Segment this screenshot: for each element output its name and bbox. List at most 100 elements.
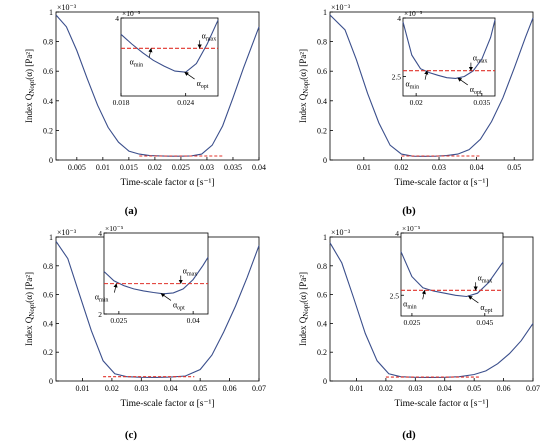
annotation-symbol: α bbox=[473, 54, 478, 63]
annotation-symbol: α bbox=[406, 80, 411, 89]
y-tick-label: 0 bbox=[49, 156, 53, 165]
panel-label: (b) bbox=[402, 205, 416, 217]
x-tick-label: 0.03 bbox=[408, 384, 422, 393]
annotation-symbol: α bbox=[470, 85, 475, 94]
plot-frame bbox=[55, 11, 260, 161]
annotation-symbol: α bbox=[403, 299, 408, 308]
x-tick-label: 0.015 bbox=[120, 163, 138, 172]
y-axis-label-main: Index Q bbox=[24, 93, 34, 123]
x-tick-label: 0.05 bbox=[193, 384, 207, 393]
y-axis-label-main: Index Q bbox=[298, 93, 308, 123]
annotation-arrow bbox=[457, 77, 468, 86]
x-tick-label: 0.025 bbox=[172, 163, 190, 172]
annotation-symbol: α bbox=[197, 79, 202, 88]
x-tick-label: 0.01 bbox=[75, 384, 89, 393]
annotation-opt: αopt bbox=[173, 300, 185, 311]
x-tick-label: 0.03 bbox=[200, 163, 214, 172]
annotation-subscript: min bbox=[99, 298, 108, 304]
annotation-symbol: α bbox=[173, 300, 178, 309]
y-tick-label: 0.2 bbox=[317, 126, 327, 135]
annotation-min: αmin bbox=[406, 80, 420, 91]
annotation-subscript: min bbox=[134, 62, 143, 68]
y-tick-label: 0.2 bbox=[43, 348, 53, 357]
y-tick-label: 0.4 bbox=[317, 319, 327, 328]
annotation-arrow bbox=[113, 283, 118, 293]
y-axis-label: Index QNopt(α) [Pa²] bbox=[298, 272, 310, 346]
y-axis-label: Index QNopt(α) [Pa²] bbox=[24, 272, 36, 346]
axis-exponent: ×10⁻³ bbox=[331, 3, 351, 12]
x-tick-label: 0.07 bbox=[252, 384, 266, 393]
annotation-symbol: α bbox=[183, 267, 188, 276]
inset-exponent: ×10⁻⁵ bbox=[122, 9, 141, 18]
inset-frame bbox=[103, 232, 209, 315]
inset-y-tick-label: 4 bbox=[397, 14, 401, 23]
annotation-opt: αopt bbox=[480, 303, 492, 314]
inset-y-tick-label: 2.5 bbox=[392, 73, 402, 82]
y-tick-label: 0.4 bbox=[43, 319, 53, 328]
x-axis-label: Time-scale factor α [s⁻¹] bbox=[394, 398, 488, 409]
annotation-max: αmax bbox=[473, 54, 488, 65]
inset-y-tick-label: 2.5 bbox=[390, 291, 400, 300]
annotation-min: αmin bbox=[403, 299, 417, 310]
inset-x-tick-label: 0.018 bbox=[113, 98, 130, 107]
x-tick-label: 0.04 bbox=[470, 163, 484, 172]
inset-x-tick-label: 0.025 bbox=[110, 316, 127, 325]
annotation-symbol: α bbox=[130, 57, 135, 66]
y-tick-label: 0 bbox=[323, 156, 327, 165]
x-axis-label: Time-scale factor α [s⁻¹] bbox=[120, 177, 214, 188]
y-axis-label: Index QNopt(α) [Pa²] bbox=[24, 49, 36, 123]
annotation-symbol: α bbox=[95, 293, 100, 302]
x-tick-label: 0.04 bbox=[438, 384, 452, 393]
x-tick-label: 0.05 bbox=[467, 384, 481, 393]
y-tick-label: 0.6 bbox=[43, 291, 53, 300]
x-tick-label: 0.07 bbox=[526, 384, 540, 393]
y-tick-label: 0.6 bbox=[43, 67, 53, 76]
inset-y-tick-label: 4 bbox=[98, 229, 102, 238]
y-tick-label: 1 bbox=[49, 233, 53, 242]
inset-exponent: ×10⁻⁵ bbox=[404, 9, 423, 18]
x-tick-label: 0.03 bbox=[432, 163, 446, 172]
y-axis-label-tail: (α) [Pa²] bbox=[24, 272, 34, 303]
annotation-subscript: max bbox=[482, 278, 492, 284]
x-tick-label: 0.06 bbox=[497, 384, 511, 393]
axis-exponent: ×10⁻³ bbox=[57, 228, 77, 237]
panel-d: 0 0.2 0.4 0.6 0.8 1 0.01 0.02 0.03 0.04 0.05 0.06 0.… bbox=[298, 224, 540, 441]
y-axis-label-main: Index Q bbox=[24, 316, 34, 346]
annotation-opt: αopt bbox=[470, 85, 482, 96]
annotation-arrow bbox=[421, 289, 426, 300]
panel-c: 0 0.2 0.4 0.6 0.8 1 0.01 0.02 0.03 0.04 0.05 0.06 0.… bbox=[24, 224, 266, 441]
annotation-opt: αopt bbox=[197, 79, 209, 90]
y-tick-label: 0.2 bbox=[43, 126, 53, 135]
annotation-symbol: α bbox=[202, 31, 207, 40]
annotation-max: αmax bbox=[183, 267, 198, 278]
y-axis-label-sub: Nopt bbox=[302, 80, 310, 94]
x-tick-label: 0.02 bbox=[148, 163, 162, 172]
annotation-subscript: min bbox=[410, 85, 419, 91]
y-tick-label: 1 bbox=[323, 8, 327, 17]
annotation-arrow bbox=[184, 71, 195, 80]
y-axis-label-sub: Nopt bbox=[28, 303, 36, 317]
annotation-max: αmax bbox=[202, 31, 217, 42]
y-tick-label: 0.4 bbox=[43, 97, 53, 106]
annotation-subscript: opt bbox=[177, 305, 185, 311]
annotation-arrow bbox=[424, 70, 429, 80]
inset-series-line bbox=[103, 257, 209, 295]
series-line bbox=[55, 240, 260, 378]
annotation-min: αmin bbox=[95, 293, 109, 304]
x-tick-label: 0.02 bbox=[394, 163, 408, 172]
annotation-subscript: opt bbox=[474, 90, 482, 96]
inset-exponent: ×10⁻⁵ bbox=[105, 224, 124, 233]
x-tick-label: 0.02 bbox=[379, 384, 393, 393]
panel-label: (c) bbox=[125, 429, 138, 441]
annotation-arrow bbox=[160, 293, 172, 301]
y-tick-label: 0.8 bbox=[317, 262, 327, 271]
annotation-min: αmin bbox=[130, 57, 144, 68]
y-tick-label: 1 bbox=[49, 8, 53, 17]
y-tick-label: 0 bbox=[49, 377, 53, 386]
inset-x-tick-label: 0.045 bbox=[476, 318, 493, 327]
inset-exponent: ×10⁻⁵ bbox=[402, 224, 421, 233]
inset-series-line bbox=[120, 19, 219, 73]
